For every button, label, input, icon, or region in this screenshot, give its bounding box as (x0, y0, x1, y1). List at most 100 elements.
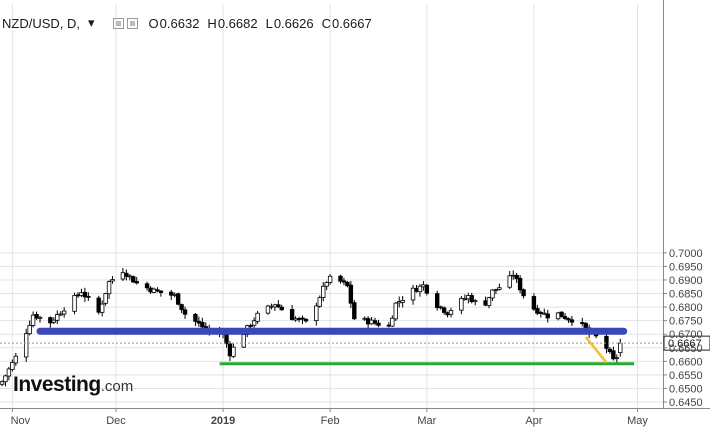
candle-down (545, 313, 550, 319)
candle-down (566, 318, 571, 321)
candle-down (611, 350, 616, 360)
candle-down (124, 272, 129, 277)
candle-down (144, 283, 150, 289)
candle-down (158, 290, 164, 293)
candle-up (410, 287, 416, 301)
candle-down (517, 277, 523, 291)
y-tick-label: 0.6600 (669, 356, 703, 368)
y-tick-label: 0.6500 (669, 383, 703, 395)
candle-down (82, 291, 88, 298)
candle-down (300, 317, 305, 320)
legend-icons (112, 17, 141, 29)
candle-down (514, 274, 519, 280)
logo-brand: Investing (13, 373, 101, 396)
candle-down (424, 284, 430, 294)
trend-line (584, 336, 608, 364)
candle-down (86, 295, 91, 298)
candle-down (441, 307, 447, 313)
candle-down (169, 291, 174, 296)
candle-down (179, 304, 184, 311)
x-tick-label: Nov (11, 415, 31, 427)
candle-down (531, 296, 537, 310)
candle-up (265, 305, 271, 314)
logo-suffix: .com (100, 378, 134, 395)
x-tick-label: Apr (525, 415, 542, 427)
candle-down (248, 325, 253, 327)
symbol-label[interactable]: NZD/USD, D, (2, 15, 80, 31)
candle-up (507, 275, 512, 288)
candle-down (435, 293, 440, 308)
candle-up (493, 289, 499, 292)
candle-down (155, 289, 160, 292)
x-tick-label: May (627, 415, 648, 427)
candle-down (200, 321, 205, 328)
visibility-icon[interactable] (126, 17, 138, 29)
candle-up (106, 281, 112, 295)
candle-down (182, 309, 188, 315)
candle-up (3, 375, 8, 383)
candle-up (497, 287, 502, 290)
candle-up (51, 319, 57, 323)
candle-up (37, 316, 43, 319)
high-value: 0.6682 (217, 15, 258, 31)
open-label: O (148, 15, 159, 31)
low-value: 0.6626 (273, 15, 314, 31)
candle-up (390, 317, 395, 327)
candle-up (614, 357, 620, 360)
y-tick-label: 0.7000 (669, 248, 703, 260)
candle-up (618, 342, 623, 354)
y-tick-label: 0.6450 (669, 397, 703, 409)
settings-icon[interactable] (112, 17, 124, 29)
candle-down (372, 320, 378, 324)
close-label: C (321, 15, 331, 31)
candle-down (224, 332, 229, 345)
candle-down (559, 311, 564, 318)
x-tick-label: Mar (417, 415, 436, 427)
candle-up (61, 310, 67, 315)
close-value: 0.6667 (331, 15, 372, 31)
y-tick-label: 0.6950 (669, 261, 703, 273)
candle-down (438, 306, 443, 309)
y-tick-label: 0.6700 (669, 329, 703, 341)
candle-down (469, 295, 474, 303)
candle-up (459, 298, 464, 311)
candle-down (569, 319, 575, 323)
candle-up (13, 355, 19, 364)
investing-logo: Investing.com (13, 373, 133, 397)
high-label: H (207, 15, 217, 31)
candle-down (279, 306, 284, 311)
candle-up (6, 368, 12, 377)
y-tick-label: 0.6800 (669, 302, 703, 314)
candle-down (34, 313, 39, 319)
candle-up (99, 303, 105, 313)
x-tick-label: 2019 (211, 415, 235, 427)
candle-down (341, 280, 347, 283)
candle-up (400, 299, 405, 303)
candle-up (317, 297, 322, 307)
candle-down (562, 316, 568, 319)
candle-up (321, 285, 326, 298)
last-price-box (663, 335, 710, 351)
candle-up (314, 305, 319, 322)
candle-down (193, 313, 198, 322)
candle-up (30, 314, 36, 326)
x-tick-label: Dec (106, 415, 126, 427)
candle-up (490, 289, 495, 299)
interval-dropdown-icon[interactable]: ▾ (88, 15, 95, 30)
open-value: 0.6632 (159, 15, 200, 31)
y-tick-label: 0.6750 (669, 316, 703, 328)
candle-down (338, 275, 343, 282)
candle-up (472, 300, 478, 303)
candle-up (231, 346, 236, 357)
candle-up (241, 334, 246, 348)
y-tick-label: 0.6900 (669, 275, 703, 287)
candle-up (10, 362, 15, 371)
candle-down (604, 335, 609, 349)
candle-down (521, 289, 526, 297)
candle-down (175, 293, 181, 305)
candle-down (580, 322, 585, 324)
chart-legend: NZD/USD, D, ▾ O 0.6632 H 0.6682 L 0.6626… (2, 15, 380, 31)
x-tick-label: Feb (321, 415, 340, 427)
candle-up (327, 275, 333, 283)
